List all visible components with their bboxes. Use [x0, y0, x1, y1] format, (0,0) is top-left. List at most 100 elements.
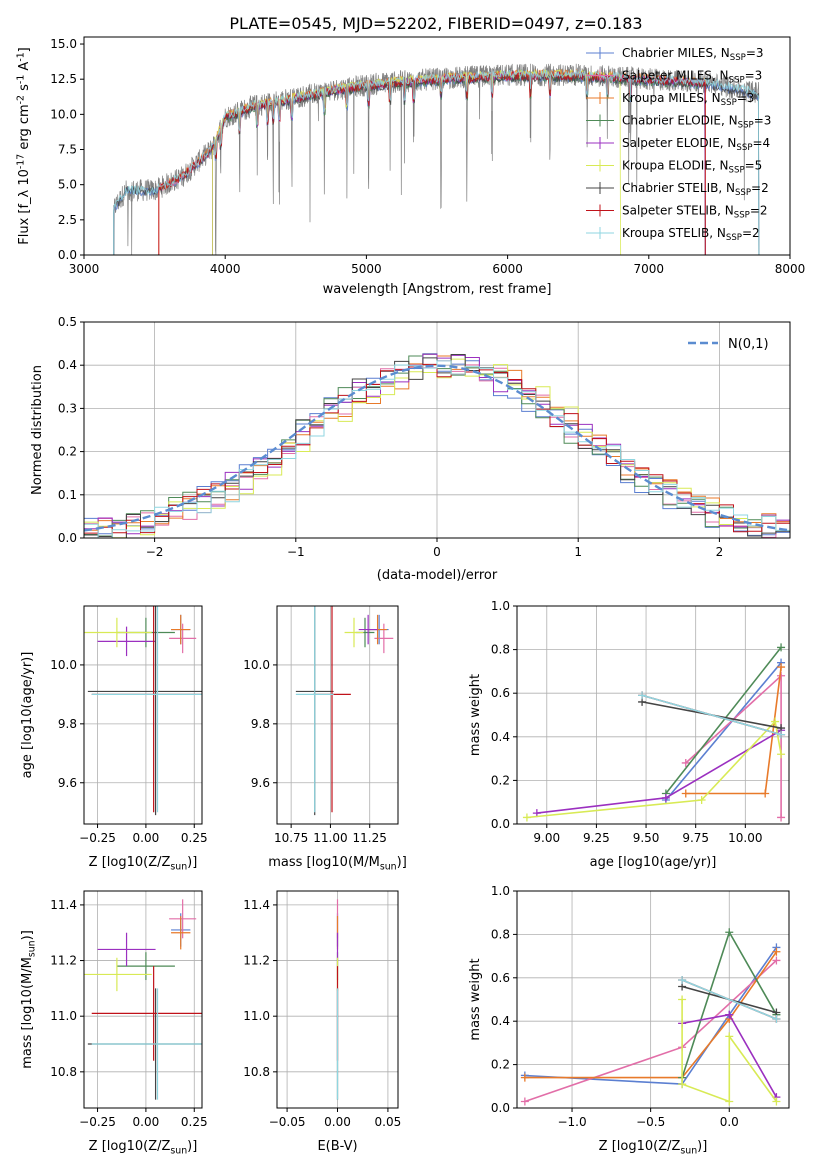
x-tick-label: 9.25	[583, 831, 610, 845]
y-tick-label: 0.6	[491, 686, 510, 700]
model-spectrum-8	[113, 69, 760, 255]
y-axis-label: mass weight	[468, 958, 483, 1040]
y-tick-label: 0.8	[491, 643, 510, 657]
y-tick-label: 11.0	[50, 1009, 77, 1023]
y-axis-label: age [log10(age/yr)]	[20, 652, 35, 779]
weight-marker-1-0	[520, 1097, 529, 1106]
axes-frame	[83, 605, 203, 825]
x-tick-label: 11.00	[313, 831, 347, 845]
x-axis-label: Z [log10(Z/Zsun)]	[89, 1139, 198, 1156]
y-tick-label: 0.0	[58, 531, 77, 545]
x-tick-label: 11.25	[353, 831, 387, 845]
histogram-8	[84, 360, 790, 538]
y-tick-label: 10.0	[243, 658, 270, 672]
y-tick-label: 9.8	[58, 717, 77, 731]
plot-area	[84, 353, 790, 538]
legend-entry-0: Chabrier MILES, NSSP=3	[622, 46, 764, 63]
y-tick-label: 0.4	[58, 358, 77, 372]
axes-frame	[83, 36, 791, 256]
y-axis-label: mass weight	[468, 674, 483, 756]
figure-title: PLATE=0545, MJD=52202, FIBERID=0497, z=0…	[229, 14, 642, 33]
legend-entry-2: Kroupa MILES, NSSP=3	[622, 91, 754, 108]
x-tick-label: 0.00	[324, 1115, 351, 1129]
y-tick-label: 11.2	[243, 954, 270, 968]
y-tick-label: 11.4	[243, 898, 270, 912]
y-tick-label: 12.5	[50, 72, 77, 86]
weight-marker-8-1	[777, 730, 786, 739]
x-tick-label: −0.05	[269, 1115, 306, 1129]
y-tick-label: 11.4	[50, 898, 77, 912]
legend-entry-reference: N(0,1)	[728, 337, 769, 352]
axes-frame	[83, 890, 203, 1109]
y-tick-label: 9.8	[251, 717, 270, 731]
y-axis-label: Normed distribution	[30, 365, 45, 495]
plot-area	[295, 606, 394, 816]
y-tick-label: 1.0	[491, 599, 510, 613]
x-tick-label: 0.00	[133, 1115, 160, 1129]
y-tick-label: 0.6	[491, 971, 510, 985]
y-tick-label: 0.2	[58, 445, 77, 459]
weight-marker-3-1	[777, 643, 786, 652]
y-tick-label: 1.0	[491, 884, 510, 898]
residuals-panel: N(0,1) −2 −1 0 1 2 0.0 0.1 0.2 0.3 0.4 0.5 (data-mod…	[30, 315, 791, 583]
weight-series-5	[526, 719, 782, 819]
weight-marker-5-3	[777, 750, 786, 759]
spectrum-legend: Chabrier MILES, NSSP=3 Salpeter MILES, NS…	[586, 46, 771, 243]
mass-vs-Z-panel: −0.25 0.00 0.25 10.8 11.0 11.2 11.4 Z [log10(Z/…	[20, 890, 208, 1156]
weight-series-3	[665, 646, 782, 794]
y-tick-label: 2.5	[58, 213, 77, 227]
weight-marker-5-0	[678, 995, 687, 1004]
weight-marker-5-1	[678, 1080, 687, 1089]
y-axis-label: mass [log10(M/Msun)]	[20, 930, 37, 1069]
weight-marker-8-1	[772, 1015, 781, 1024]
legend-entry-3: Chabrier ELODIE, NSSP=3	[622, 114, 771, 131]
x-tick-label: −1	[287, 545, 305, 559]
x-tick-label: 10.00	[728, 831, 762, 845]
y-tick-label: 9.6	[251, 776, 270, 790]
histogram-4	[84, 353, 790, 535]
model-spectrum-7	[158, 70, 706, 255]
weight-marker-2-0	[520, 1073, 529, 1082]
gaussian-reference-curve	[84, 364, 790, 532]
x-tick-label: −0.5	[636, 1115, 665, 1129]
y-tick-label: 0.4	[491, 730, 510, 744]
legend-entry-5: Kroupa ELODIE, NSSP=5	[622, 159, 762, 176]
x-tick-label: 10.75	[274, 831, 308, 845]
weight-marker-1-2	[777, 813, 786, 822]
weight-marker-8-0	[678, 975, 687, 984]
weight-series-8	[641, 694, 782, 736]
x-tick-label: −2	[146, 545, 164, 559]
weight-marker-1-0	[681, 758, 690, 767]
weight-marker-5-2	[725, 1097, 734, 1106]
y-tick-label: 7.5	[58, 143, 77, 157]
legend-entry-7: Salpeter STELIB, NSSP=2	[622, 204, 768, 221]
y-tick-label: 0.5	[58, 315, 77, 329]
plot-area	[520, 928, 781, 1106]
x-tick-label: 7000	[634, 262, 665, 276]
x-tick-label: −1.0	[557, 1115, 586, 1129]
x-axis-label: E(B-V)	[317, 1139, 357, 1154]
x-tick-label: 5000	[351, 262, 382, 276]
weight-marker-4-1	[725, 1010, 734, 1019]
x-tick-label: 0.0	[720, 1115, 739, 1129]
y-tick-label: 10.8	[243, 1065, 270, 1079]
axes-frame	[276, 605, 399, 825]
weight-marker-2-0	[681, 789, 690, 798]
x-axis-label: Z [log10(Z/Zsun)]	[89, 855, 198, 872]
x-tick-label: 4000	[210, 262, 241, 276]
x-axis-label: age [log10(age/yr)]	[590, 855, 717, 870]
x-axis-label: Z [log10(Z/Zsun)]	[599, 1139, 708, 1156]
spectrum-panel: Chabrier MILES, NSSP=3 Salpeter MILES, NS…	[15, 36, 805, 297]
weight-marker-8-0	[638, 691, 647, 700]
y-tick-label: 5.0	[58, 178, 77, 192]
x-tick-label: 0.25	[181, 831, 208, 845]
y-tick-label: 10.0	[50, 658, 77, 672]
y-tick-label: 10.0	[50, 107, 77, 121]
y-tick-label: 0.1	[58, 488, 77, 502]
weight-marker-2-3	[772, 947, 781, 956]
legend-entry-6: Chabrier STELIB, NSSP=2	[622, 181, 769, 198]
weight-marker-5-2	[771, 717, 780, 726]
plot-area	[522, 643, 786, 822]
y-tick-label: 0.2	[491, 1058, 510, 1072]
weight-marker-5-1	[697, 796, 706, 805]
